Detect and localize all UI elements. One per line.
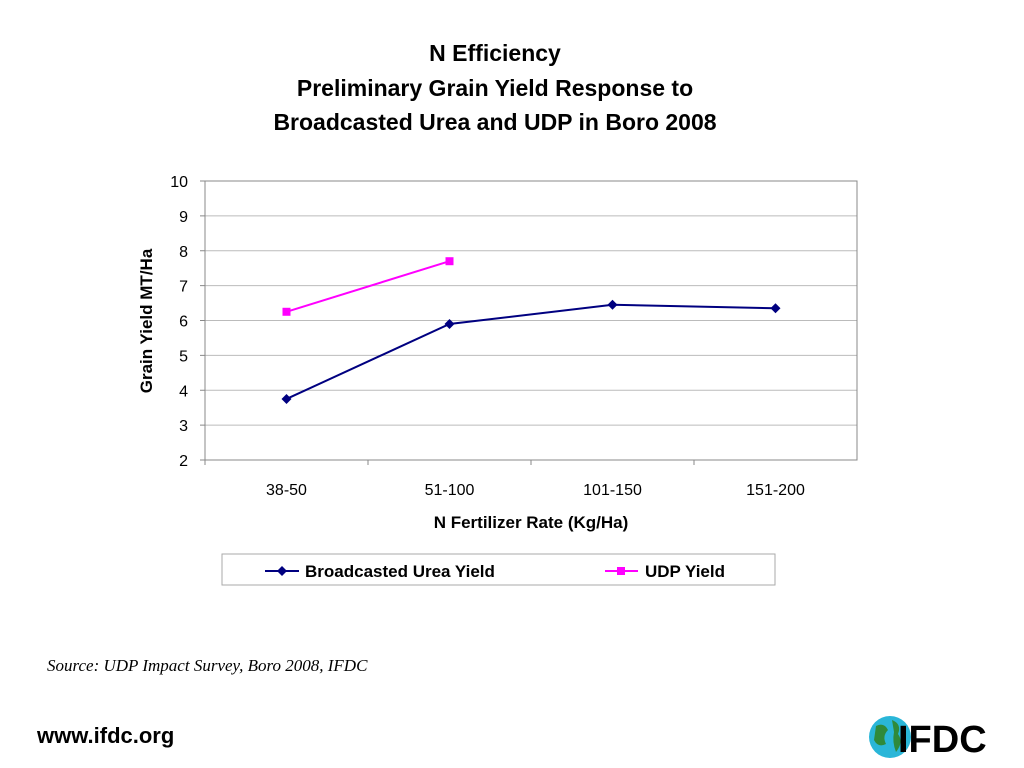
y-tick-label: 8: [179, 244, 188, 261]
series-line-1: [286, 260, 450, 313]
y-axis-ticks: 2 3 4 5 6 7 8 9 10: [170, 174, 205, 470]
website-link[interactable]: www.ifdc.org: [37, 723, 175, 748]
y-tick-label: 10: [170, 174, 188, 191]
x-axis-label: N Fertilizer Rate (Kg/Ha): [434, 513, 629, 532]
logo-text: IFDC: [898, 719, 987, 761]
chart-title-line-1: N Efficiency: [429, 40, 561, 66]
y-tick-label: 9: [179, 209, 188, 226]
y-tick-label: 4: [179, 383, 188, 400]
y-tick-label: 2: [179, 453, 188, 470]
data-point-diamond: [607, 299, 618, 310]
y-axis-label: Grain Yield MT/Ha: [137, 248, 156, 393]
x-tick-label: 51-100: [425, 482, 475, 499]
legend-box: [221, 553, 776, 586]
ifdc-logo: IFDC: [869, 716, 987, 761]
legend-marker-udp-square-icon: [617, 567, 625, 575]
data-point-diamond: [281, 393, 292, 404]
x-tick-label: 151-200: [746, 482, 805, 499]
legend: Broadcasted Urea Yield UDP Yield: [221, 553, 776, 586]
data-point-diamond: [770, 303, 781, 314]
data-point-square: [445, 257, 454, 266]
data-point-square: [282, 307, 291, 316]
series-line-0: [286, 303, 776, 400]
y-tick-label: 7: [179, 279, 188, 296]
series-group: [281, 257, 781, 404]
x-tick-label: 101-150: [583, 482, 642, 499]
legend-label-udp: UDP Yield: [645, 562, 725, 581]
legend-marker-urea-diamond-icon: [277, 566, 287, 576]
x-axis-ticks: 38-50 51-100 101-150 151-200: [204, 460, 805, 499]
x-tick-label: 38-50: [266, 482, 307, 499]
y-tick-label: 3: [179, 418, 188, 435]
legend-label-urea: Broadcasted Urea Yield: [305, 562, 495, 581]
data-point-diamond: [444, 318, 455, 329]
gridlines: [205, 180, 857, 461]
y-tick-label: 6: [179, 314, 188, 331]
source-note: Source: UDP Impact Survey, Boro 2008, IF…: [47, 656, 368, 675]
chart-title-line-2: Preliminary Grain Yield Response to: [296, 75, 694, 101]
chart-title-line-3: Broadcasted Urea and UDP in Boro 2008: [273, 109, 717, 135]
line-chart: 2 3 4 5 6 7 8 9 10 38-50 51-100 101-150 151-200 N F…: [137, 174, 858, 586]
y-tick-label: 5: [179, 348, 188, 365]
